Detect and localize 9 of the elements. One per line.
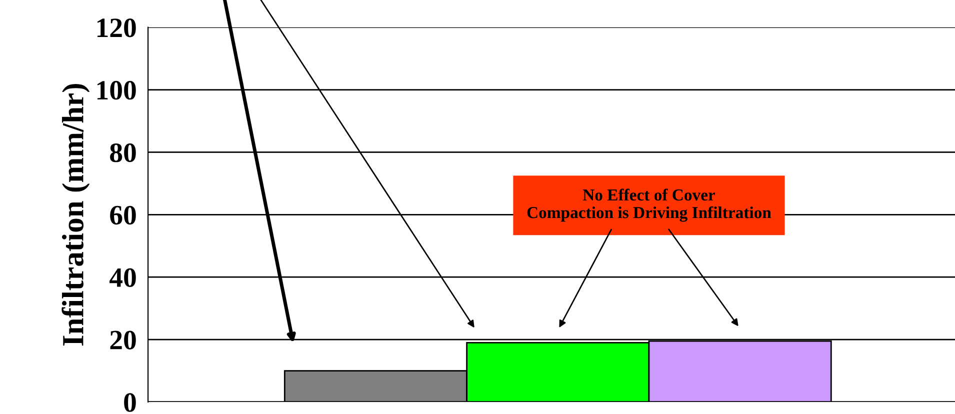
y-tick-label: 100 — [97, 80, 136, 100]
y-tick-label: 120 — [97, 18, 136, 38]
y-tick-label: 80 — [110, 143, 136, 162]
y-tick-label: 40 — [110, 268, 136, 288]
y-tick-label: 20 — [110, 330, 136, 350]
annotation: No Effect of Cover Compaction is Driving Infiltration — [527, 188, 772, 222]
y-tick-label: 0 — [124, 393, 136, 412]
y-axis-title: Infiltration (mm/hr) — [62, 84, 90, 346]
y-tick-label: 60 — [110, 206, 136, 225]
